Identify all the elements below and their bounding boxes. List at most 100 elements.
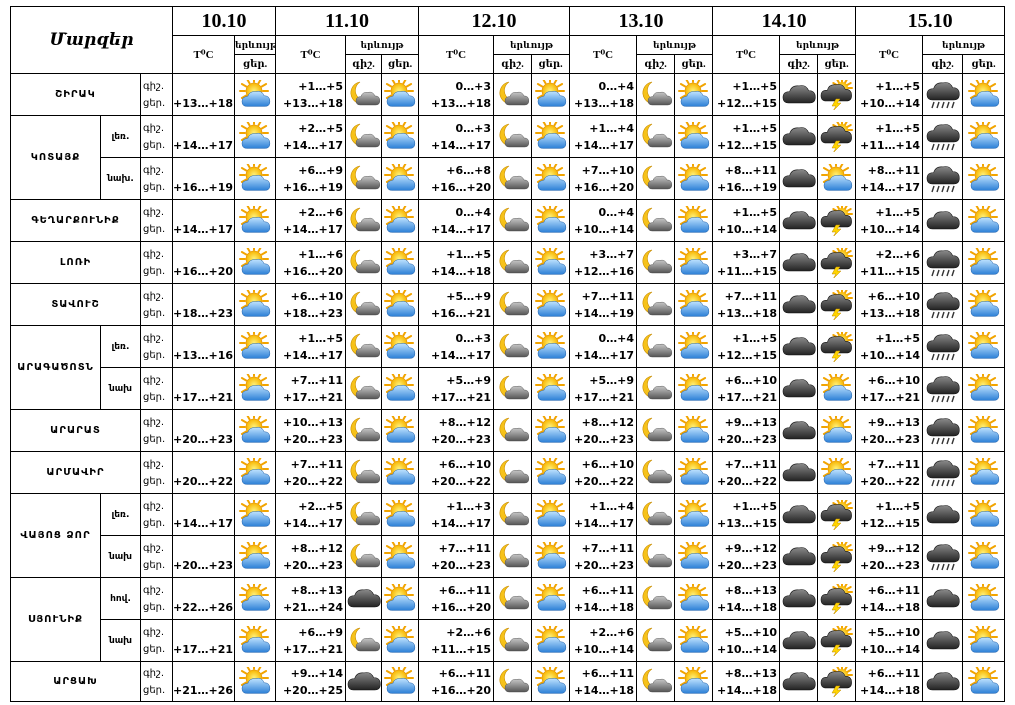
day-label: ցեր.	[143, 349, 166, 361]
day-temperature: +14…+18	[860, 683, 921, 697]
dark-cloud-icon	[922, 577, 964, 620]
sun-cloud-icon	[531, 451, 571, 494]
temperature-range: +8…+13 +14…+18	[712, 661, 781, 702]
temperature-range: +1…+5 +11…+14	[855, 115, 924, 158]
day-temperature: +12…+15	[860, 516, 921, 530]
sun-cloud-icon	[817, 157, 857, 200]
sun-cloud-icon	[674, 115, 714, 158]
night-label: գիշ.	[143, 206, 165, 218]
moon-cloud-icon	[345, 367, 383, 410]
day-temperature: +16…+20	[430, 180, 492, 194]
day-temperature: +20…+23	[282, 432, 344, 446]
moon-cloud-icon	[345, 409, 383, 452]
date-header: 13.10	[569, 6, 714, 36]
night-label: գիշ.	[143, 584, 165, 596]
day-temperature: +20…+22	[172, 451, 236, 494]
sun-cloud-icon	[962, 283, 1006, 326]
night-temperature: +8…+13	[290, 583, 344, 597]
night-temperature: +1…+5	[732, 499, 778, 513]
temperature-range: +1…+4 +14…+17	[569, 493, 638, 536]
region-name: ՏԱՎՈՒՇ	[10, 283, 141, 326]
night-label: գիշ.	[143, 500, 165, 512]
moon-cloud-icon	[493, 283, 533, 326]
thunder-icon	[817, 283, 857, 326]
day-label: ցեր.	[143, 517, 166, 529]
day-temperature: +20…+23	[172, 409, 236, 452]
weather-header: երևույթ	[234, 35, 277, 55]
night-temperature: +6…+10	[290, 289, 344, 303]
night-label: գիշ.	[143, 458, 165, 470]
dark-cloud-icon	[779, 367, 819, 410]
night-temperature: +6…+9	[298, 163, 344, 177]
sun-cloud-icon	[962, 661, 1006, 702]
night-temperature: +1…+5	[732, 205, 778, 219]
temperature-header: T⁰C	[855, 35, 924, 74]
rain-cloud-icon	[922, 367, 964, 410]
temperature-range: +8…+11 +16…+19	[712, 157, 781, 200]
moon-cloud-icon	[345, 325, 383, 368]
sun-cloud-icon	[531, 241, 571, 284]
sun-cloud-icon	[234, 367, 277, 410]
temperature-range: +6…+10 +13…+18	[855, 283, 924, 326]
night-temperature: +3…+7	[589, 247, 635, 261]
sun-cloud-icon	[381, 451, 420, 494]
day-temperature: +20…+23	[717, 558, 778, 572]
night-temperature: 0…+4	[598, 331, 635, 345]
night-temperature: +5…+10	[867, 625, 921, 639]
table-row: նախ գիշ. ցեր. +17…+21 +7…+11 +17…+21 +5…+9 +1…	[11, 367, 1006, 410]
day-temperature: +16…+20	[573, 180, 635, 194]
sun-cloud-icon	[381, 619, 420, 662]
night-temperature: +1…+5	[298, 331, 344, 345]
night-temperature: +7…+11	[290, 457, 344, 471]
moon-cloud-icon	[345, 535, 383, 578]
night-label: գիշ.	[143, 542, 165, 554]
temperature-range: +7…+11 +17…+21	[275, 367, 347, 410]
moon-cloud-icon	[636, 619, 676, 662]
sun-cloud-icon	[234, 493, 277, 536]
night-day-labels: գիշ. ցեր.	[139, 661, 174, 702]
forecast-table-container: Մարզեր 10.10 11.10 12.10 13.10 14.10 15.10 T⁰C ե…	[9, 6, 1006, 702]
night-temperature: +6…+11	[867, 666, 921, 680]
day-temperature: +14…+17	[430, 138, 492, 152]
night-day-labels: գիշ. ցեր.	[139, 199, 174, 242]
night-temperature: +2…+5	[298, 121, 344, 135]
temperature-range: 0…+3 +14…+17	[418, 115, 495, 158]
sun-cloud-icon	[674, 367, 714, 410]
sun-cloud-icon	[234, 199, 277, 242]
day-temperature: +20…+23	[430, 558, 492, 572]
moon-cloud-icon	[493, 493, 533, 536]
temperature-range: +1…+5 +10…+14	[855, 199, 924, 242]
dark-cloud-icon	[779, 157, 819, 200]
temperature-range: +9…+13 +20…+23	[712, 409, 781, 452]
temperature-range: +3…+7 +12…+16	[569, 241, 638, 284]
sun-cloud-icon	[531, 157, 571, 200]
day-temperature: +10…+14	[860, 222, 921, 236]
temperature-range: +6…+10 +20…+22	[569, 451, 638, 494]
temperature-range: +5…+9 +17…+21	[569, 367, 638, 410]
temperature-range: +8…+12 +20…+23	[569, 409, 638, 452]
temperature-range: +7…+11 +20…+22	[855, 451, 924, 494]
night-temperature: +6…+10	[724, 373, 778, 387]
night-temperature: +8…+12	[290, 541, 344, 555]
night-label: գիշ.	[143, 248, 165, 260]
night-day-labels: գիշ. ցեր.	[139, 367, 174, 410]
dark-cloud-icon	[779, 493, 819, 536]
day-header: ցեր.	[531, 54, 571, 74]
night-temperature: +1…+5	[732, 79, 778, 93]
dark-cloud-icon	[922, 199, 964, 242]
temperature-range: 0…+4 +14…+17	[569, 325, 638, 368]
night-header: գիշ.	[493, 54, 533, 74]
night-label: գիշ.	[143, 416, 165, 428]
date-header: 14.10	[712, 6, 857, 36]
sun-cloud-icon	[234, 535, 277, 578]
region-name: ՎԱՅՈՑ ՁՈՐ	[10, 493, 101, 578]
night-temperature: +1…+5	[875, 331, 921, 345]
day-temperature: +12…+15	[717, 96, 778, 110]
sun-cloud-icon	[234, 115, 277, 158]
day-temperature: +12…+15	[717, 138, 778, 152]
sun-cloud-icon	[962, 367, 1006, 410]
day-label: ցեր.	[143, 265, 166, 277]
temperature-range: +1…+5 +10…+14	[712, 199, 781, 242]
night-day-labels: գիշ. ցեր.	[139, 493, 174, 536]
day-temperature: +14…+17	[172, 115, 236, 158]
